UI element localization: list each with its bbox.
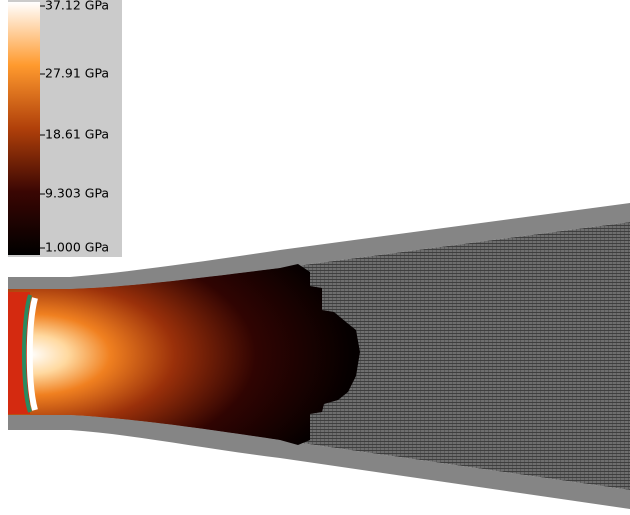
colorbar [8,2,40,255]
colorbar-label: 18.61 GPa [45,127,109,142]
colorbar-label: 1.000 GPa [45,240,109,255]
colorbar-label: 27.91 GPa [45,66,109,81]
render-view: 37.12 GPa 27.91 GPa 18.61 GPa 9.303 GPa … [0,0,630,515]
colorbar-label: 37.12 GPa [45,0,109,13]
viewport: 37.12 GPa 27.91 GPa 18.61 GPa 9.303 GPa … [0,0,630,515]
colorbar-label: 9.303 GPa [45,186,109,201]
